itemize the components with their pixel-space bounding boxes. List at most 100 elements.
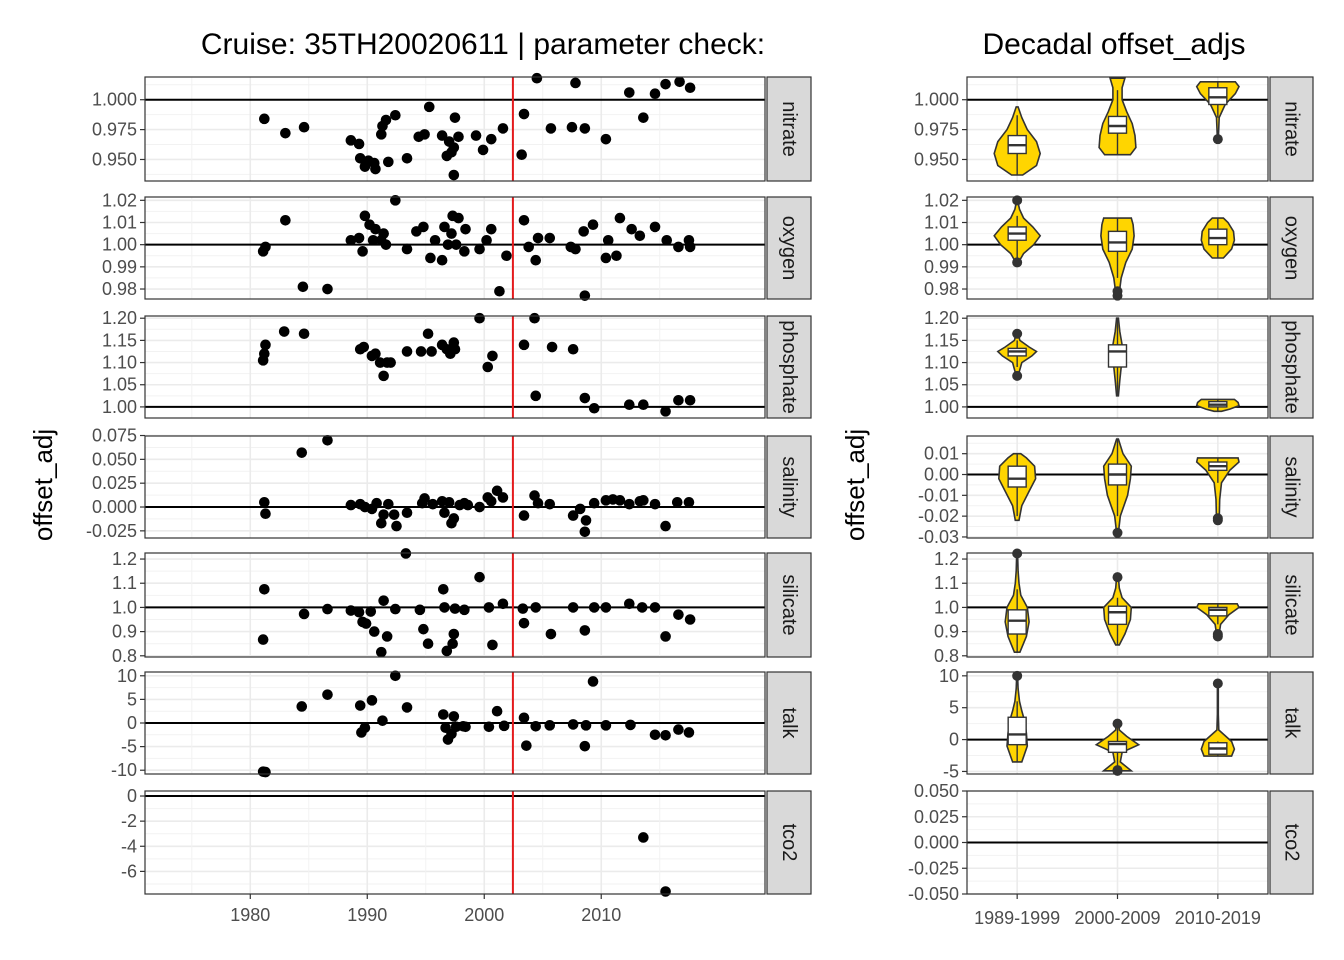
left-nitrate-data-point	[497, 123, 509, 134]
right-salinity-y-tick-label: -0.03	[918, 527, 959, 547]
left-y-axis-label: offset_adj	[28, 429, 58, 541]
right-tco2-strip-label-group: tco2	[1281, 824, 1303, 862]
left-salinity-data-point	[683, 496, 695, 508]
left-silicate-data-point	[441, 645, 453, 657]
left-oxygen-data-point	[611, 250, 622, 262]
right-silicate-strip-label: silicate	[1281, 574, 1303, 635]
left-oxygen-data-point	[634, 230, 646, 242]
right-oxygen-y-tick-label: 1.01	[924, 213, 959, 233]
right-oxygen-y-tick-label: 1.00	[924, 235, 959, 255]
left-phosphate-data-point	[385, 357, 396, 368]
left-silicate-data-point	[298, 608, 310, 620]
right-phosphate-y-tick-label: 1.10	[924, 353, 959, 373]
left-talk-data-point	[359, 722, 371, 734]
left-talk-data-point	[567, 719, 579, 730]
left-tco2-y-tick-label: -4	[121, 836, 137, 856]
left-talk-panel-border	[144, 671, 766, 775]
left-salinity-data-point	[485, 495, 497, 507]
left-oxygen-data-point	[357, 246, 368, 257]
right-salinity-strip-label: salinity	[1281, 456, 1303, 517]
left-phosphate-data-point	[415, 346, 427, 357]
right-phosphate-panel: 1.001.051.10 1.151.20 phosphate	[924, 308, 1314, 419]
left-oxygen-data-point	[523, 241, 534, 253]
right-violin-panels: 0.9500.9751.000nitrate0.980.991.001.011.…	[908, 76, 1314, 928]
right-silicate-panel-border	[966, 552, 1269, 658]
left-oxygen-data-point	[501, 250, 512, 262]
left-oxygen-data-point	[579, 290, 591, 301]
left-x-tick-label: 1990	[347, 905, 387, 925]
right-oxygen-panel-border	[966, 196, 1269, 300]
left-oxygen-data-point	[345, 234, 357, 246]
left-nitrate-data-point	[674, 76, 685, 88]
left-oxygen-data-point	[485, 223, 497, 235]
left-salinity-data-point	[391, 520, 402, 532]
left-salinity-y-tick-label: -0.025	[86, 521, 137, 541]
right-phosphate-strip	[1269, 315, 1314, 419]
left-oxygen-data-point	[260, 241, 271, 253]
left-silicate-data-point	[439, 602, 450, 613]
left-silicate-data-point	[376, 646, 387, 658]
left-talk-data-point	[498, 720, 510, 732]
left-phosphate-data-point	[358, 341, 370, 353]
left-salinity-data-point	[371, 497, 382, 509]
left-nitrate-data-point	[600, 133, 612, 145]
right-salinity-strip	[1269, 435, 1314, 539]
right-tco2-y-tick-label: -0.025	[908, 858, 959, 878]
left-oxygen-y-tick-label: 1.00	[102, 235, 137, 255]
left-nitrate-data-point	[684, 82, 696, 94]
left-nitrate-data-point	[353, 138, 365, 150]
left-nitrate-data-point	[370, 163, 381, 175]
right-oxygen-panel: 0.980.991.001.01 1.02 oxygen	[924, 190, 1314, 301]
left-salinity-strip	[766, 435, 812, 539]
left-phosphate-data-point	[474, 312, 485, 324]
left-talk-data-point	[530, 721, 542, 732]
left-salinity-data-point	[388, 509, 400, 520]
right-oxygen-strip-label-group: oxygen	[1281, 216, 1303, 281]
left-salinity-panel: -0.025 0.000 0.025 0.050 0.075 salinity	[86, 426, 812, 541]
left-oxygen-strip	[766, 196, 812, 300]
left-oxygen-data-point	[684, 241, 696, 253]
left-oxygen-data-point	[353, 232, 365, 244]
left-oxygen-data-point	[367, 234, 379, 246]
left-nitrate-data-point	[419, 129, 430, 140]
left-salinity-data-point	[383, 498, 394, 510]
right-oxygen-y-tick-label: 0.99	[924, 257, 959, 277]
right-oxygen-outlier-point	[1012, 257, 1023, 268]
left-oxygen-data-point	[446, 228, 457, 239]
left-nitrate-data-point	[259, 113, 270, 125]
left-nitrate-data-point	[545, 123, 557, 134]
left-oxygen-data-point	[544, 232, 556, 244]
left-silicate-data-point	[422, 638, 434, 649]
left-salinity-data-point	[419, 493, 430, 504]
right-salinity-outlier-point	[1112, 527, 1123, 538]
left-salinity-data-point	[378, 509, 389, 520]
left-oxygen-data-point	[459, 246, 470, 257]
left-silicate-data-point	[579, 625, 591, 636]
left-talk-data-point	[354, 700, 366, 711]
right-silicate-y-tick-label: 0.8	[934, 646, 959, 666]
right-phosphate-box	[1107, 344, 1128, 368]
left-nitrate-data-point	[448, 142, 460, 153]
right-silicate-outlier-point	[1112, 572, 1123, 583]
left-oxygen-data-point	[425, 252, 436, 264]
left-talk-data-point	[580, 720, 592, 731]
left-phosphate-panel-border	[144, 315, 766, 419]
left-nitrate-data-point	[354, 152, 366, 164]
left-talk-data-point	[625, 719, 636, 731]
left-silicate-data-point	[636, 602, 648, 613]
left-nitrate-data-point	[298, 121, 310, 133]
left-phosphate-data-point	[530, 390, 542, 402]
left-nitrate-data-point	[453, 131, 464, 143]
left-phosphate-data-point	[401, 346, 413, 357]
left-silicate-strip-label: silicate	[778, 574, 800, 635]
left-silicate-data-point	[438, 583, 449, 595]
right-tco2-y-tick-label: 0.000	[914, 833, 959, 853]
right-silicate-y-tick-label: 0.9	[934, 622, 959, 642]
right-talk-y-tick-label: 0	[949, 730, 959, 750]
right-tco2-strip-label: tco2	[1281, 824, 1303, 862]
right-nitrate-panel: 0.950 0.975 1.000 nitrate	[914, 76, 1314, 182]
left-talk-data-point	[401, 702, 413, 713]
left-nitrate-data-point	[401, 152, 413, 164]
left-oxygen-data-point	[359, 210, 371, 222]
right-x-tick-label: 2000-2009	[1074, 908, 1160, 928]
